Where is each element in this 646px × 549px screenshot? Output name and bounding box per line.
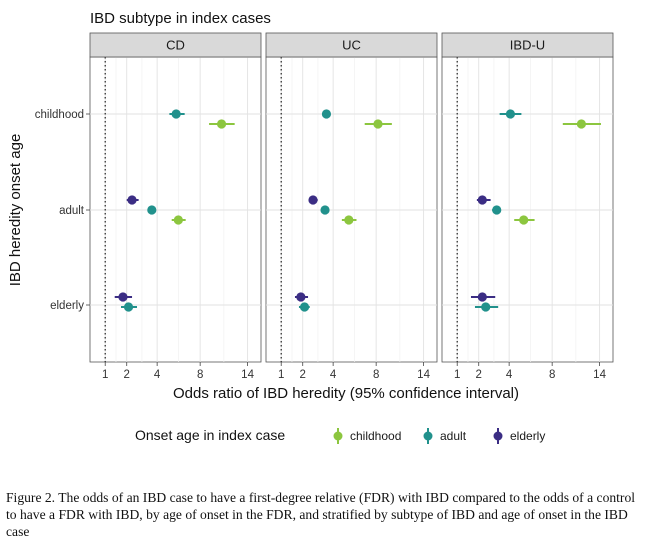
panel-uc: UC 1 2 4 8 14 (265, 32, 438, 381)
point-estimate (123, 302, 134, 312)
x-tick-label: 14 (241, 369, 254, 381)
legend-label: childhood (350, 429, 401, 443)
point-estimate (505, 109, 516, 119)
panel-background (441, 56, 614, 363)
legend-key-point (333, 431, 343, 441)
legend: Onset age in index case childhood adult eld… (135, 427, 545, 444)
legend-key-point (423, 431, 433, 441)
point-estimate (308, 195, 318, 205)
panel-ibd-u: IBD-U 1 2 4 8 14 (441, 32, 614, 381)
series-childhood (171, 119, 601, 225)
figure-caption: Figure 2. The odds of an IBD case to hav… (6, 490, 636, 539)
y-tick-label: adult (59, 205, 85, 217)
y-tick-label: childhood (35, 109, 84, 121)
facet-label: CD (166, 38, 185, 53)
point-estimate (296, 292, 306, 302)
point-estimate (373, 119, 383, 129)
point-estimate (492, 205, 502, 215)
legend-label: adult (440, 429, 467, 443)
gridlines (442, 57, 613, 362)
point-estimate (118, 292, 128, 302)
facet-label: IBD-U (510, 38, 545, 53)
x-tick-label: 2 (124, 369, 130, 381)
facet-strip (265, 32, 438, 58)
x-tick-label: 4 (154, 369, 161, 381)
legend-label: elderly (510, 429, 545, 443)
point-estimate (321, 109, 332, 119)
legend-title: Onset age in index case (135, 427, 285, 443)
legend-item-childhood: childhood (333, 428, 401, 444)
panel-background (89, 56, 262, 363)
y-axis: childhood adult elderly (35, 109, 90, 312)
x-tick-label: 4 (506, 369, 513, 381)
legend-item-adult: adult (423, 428, 467, 444)
y-axis-title: IBD heredity onset age (7, 134, 24, 287)
x-tick-label: 8 (197, 369, 203, 381)
point-estimate (576, 119, 586, 129)
point-estimate (477, 292, 487, 302)
facet-strip (89, 32, 262, 58)
series-adult (120, 109, 522, 312)
legend-item-elderly: elderly (493, 428, 545, 444)
y-tick-label: elderly (50, 300, 84, 312)
x-tick-label: 2 (476, 369, 482, 381)
legend-key-point (493, 431, 503, 441)
gridlines (266, 57, 437, 362)
series-elderly (114, 195, 496, 302)
x-tick-label: 2 (300, 369, 306, 381)
point-estimate (299, 302, 310, 312)
point-estimate (216, 119, 227, 129)
x-tick-label: 14 (417, 369, 430, 381)
chart-subtitle: IBD subtype in index cases (90, 10, 271, 27)
point-estimate (127, 195, 137, 205)
point-estimate (344, 215, 354, 225)
x-tick-label: 1 (278, 369, 284, 381)
x-tick-label: 8 (549, 369, 555, 381)
x-tick-label: 14 (593, 369, 606, 381)
x-tick-label: 8 (373, 369, 379, 381)
point-estimate (481, 302, 491, 312)
point-estimate (173, 215, 183, 225)
point-estimate (477, 195, 487, 205)
x-tick-label: 1 (102, 369, 108, 381)
point-estimate (147, 205, 157, 215)
point-estimate (171, 109, 181, 119)
panel-background (265, 56, 438, 363)
panel-cd: CD 1 2 4 8 14 (89, 32, 262, 381)
x-tick-label: 1 (454, 369, 460, 381)
x-tick-label: 4 (330, 369, 337, 381)
facet-label: UC (342, 38, 361, 53)
facet-strip (441, 32, 614, 58)
x-axis-title: Odds ratio of IBD heredity (95% confiden… (173, 385, 519, 402)
point-estimate (320, 205, 330, 215)
point-estimate (519, 215, 529, 225)
